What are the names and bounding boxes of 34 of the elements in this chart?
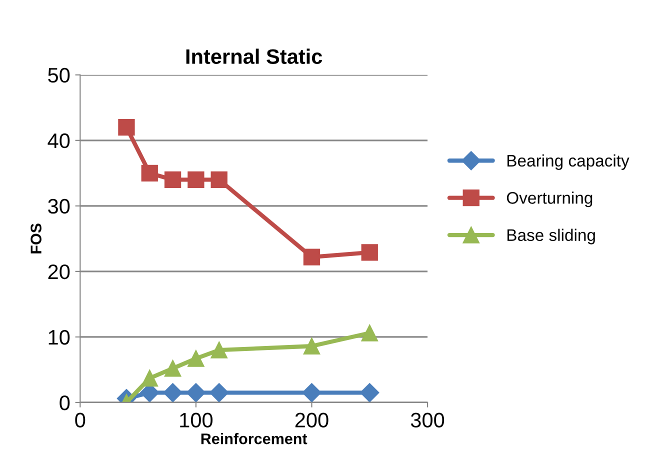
x-tick-label: 100 [180,412,213,428]
x-axis-title: Reinforcement [201,433,308,444]
point [141,370,158,387]
point [210,342,228,358]
y-tick-label: 30 [48,198,70,214]
point [188,350,204,367]
x-tick-label: 200 [295,412,328,428]
point [210,383,229,402]
point [188,171,204,188]
y-tick-label: 10 [48,330,70,345]
point [164,360,182,377]
x-tick-label: 0 [75,412,86,428]
point [141,164,158,182]
point [360,383,380,402]
point [118,118,135,136]
legend-label: Base sliding [508,228,595,244]
point [361,324,378,342]
point [303,338,320,354]
y-axis-title: FOS [30,224,42,254]
point [210,171,228,188]
y-tick-label: 0 [60,395,70,410]
y-tick-label: 50 [48,68,70,83]
point [163,383,182,402]
chart-title: Internal Static [186,48,322,64]
point [302,383,322,402]
x-tick-label: 300 [410,412,444,428]
legend-label: Overturning [506,192,592,208]
point [164,171,182,188]
legend-label: Bearing capacity [508,154,630,170]
point [186,383,206,402]
y-tick-label: 20 [48,264,70,280]
y-tick-label: 40 [48,133,70,148]
point [303,248,320,266]
point [361,244,378,261]
